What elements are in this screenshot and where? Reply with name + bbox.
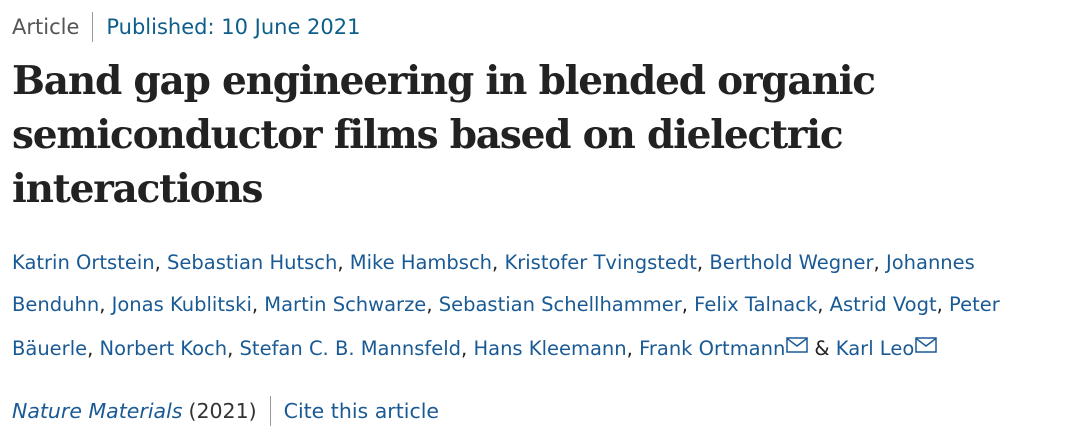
author-link[interactable]: Johannes Benduhn: [12, 251, 975, 316]
article-meta: Article Published: 10 June 2021: [12, 12, 360, 42]
divider: [269, 396, 271, 426]
journal-link[interactable]: Nature Materials: [12, 399, 183, 423]
citation-line: Nature Materials (2021) Cite this articl…: [12, 395, 439, 427]
author-link[interactable]: Frank Ortmann: [639, 337, 786, 360]
author-link[interactable]: Katrin Ortstein: [12, 251, 155, 274]
author-link[interactable]: Norbert Koch: [99, 337, 228, 360]
divider: [92, 12, 94, 42]
author-link[interactable]: Astrid Vogt: [829, 293, 937, 316]
envelope-icon[interactable]: [786, 326, 809, 368]
author-link[interactable]: Peter Bäuerle: [12, 293, 1000, 360]
article-title: Band gap engineering in blended organic …: [12, 58, 876, 212]
author-link[interactable]: Stefan C. B. Mannsfeld: [239, 337, 462, 360]
article-type: Article: [12, 15, 80, 39]
author-link[interactable]: Sebastian Schellhammer: [438, 293, 682, 316]
cite-this-article-link[interactable]: Cite this article: [283, 399, 440, 423]
author-link[interactable]: Kristofer Tvingstedt: [504, 251, 697, 274]
author-link[interactable]: Sebastian Hutsch: [167, 251, 338, 274]
author-link[interactable]: Hans Kleemann: [473, 337, 627, 360]
author-list: Katrin Ortstein, Sebastian Hutsch, Mike …: [12, 242, 1067, 370]
author-link[interactable]: Mike Hambsch: [349, 251, 493, 274]
author-link[interactable]: Felix Talnack: [694, 293, 818, 316]
publication-date: Published: 10 June 2021: [106, 15, 361, 39]
author-link[interactable]: Martin Schwarze: [264, 293, 427, 316]
publication-year: (2021): [188, 399, 257, 423]
author-link[interactable]: Jonas Kublitski: [111, 293, 252, 316]
author-link[interactable]: Berthold Wegner: [709, 251, 874, 274]
envelope-icon[interactable]: [915, 326, 938, 368]
author-separator: &: [814, 337, 830, 360]
author-link[interactable]: Karl Leo: [835, 337, 915, 360]
